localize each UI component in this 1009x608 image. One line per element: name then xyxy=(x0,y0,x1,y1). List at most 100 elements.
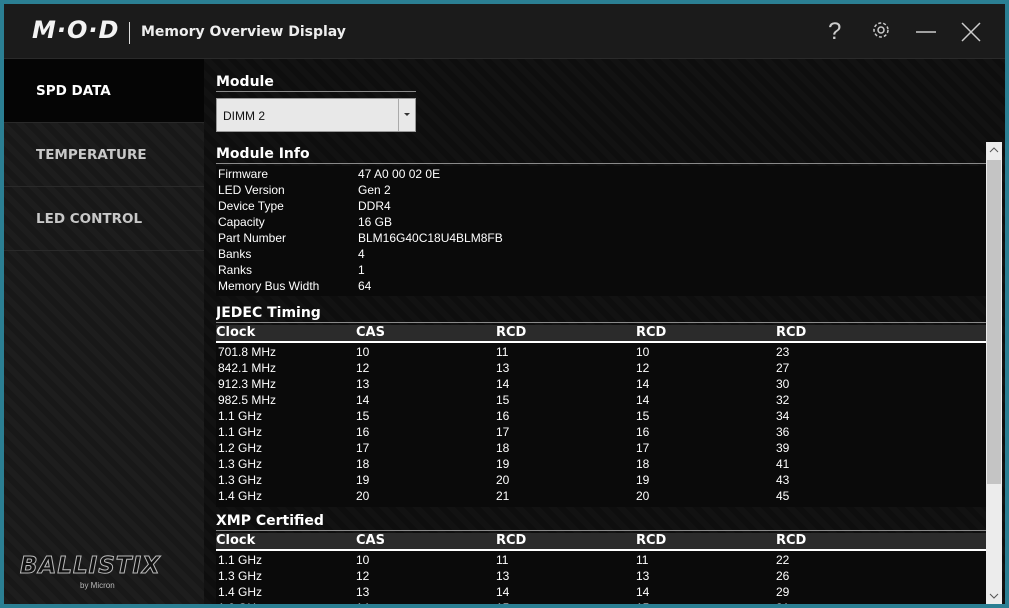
table-band xyxy=(216,343,986,507)
table-cell: 1.1 GHz xyxy=(218,409,263,423)
table-cell: 12 xyxy=(356,569,370,583)
module-dropdown[interactable]: DIMM 2 xyxy=(216,98,416,132)
table-cell: 20 xyxy=(496,473,510,487)
table-cell: 10 xyxy=(356,345,370,359)
help-button[interactable]: ? xyxy=(828,18,842,45)
table-cell: 17 xyxy=(636,441,650,455)
dropdown-button[interactable] xyxy=(398,99,415,131)
column-header: RCD xyxy=(496,533,527,548)
settings-button[interactable] xyxy=(870,19,892,41)
table-cell: 31 xyxy=(776,601,789,604)
table-cell: 11 xyxy=(496,345,509,359)
scroll-up[interactable] xyxy=(986,142,1002,158)
table-cell: 16 xyxy=(356,425,370,439)
table-cell: 15 xyxy=(496,601,509,604)
app-title: Memory Overview Display xyxy=(141,24,346,40)
section-title: JEDEC Timing xyxy=(216,305,321,321)
table-cell: 16 xyxy=(496,409,510,423)
main-panel: Module DIMM 2 Module Info Firmware 47 A0 0… xyxy=(204,59,1005,604)
brand-sub: by Micron xyxy=(80,581,115,590)
info-value: 16 GB xyxy=(358,215,393,229)
table-cell: 19 xyxy=(636,473,650,487)
table-cell: 14 xyxy=(496,585,510,599)
info-value: 64 xyxy=(358,279,372,293)
table-cell: 1.4 GHz xyxy=(218,585,263,599)
info-value: 1 xyxy=(358,263,365,277)
column-header: RCD xyxy=(636,533,667,548)
nav-item[interactable]: LED CONTROL xyxy=(4,187,204,251)
table-cell: 11 xyxy=(496,553,509,567)
table-cell: 1.4 GHz xyxy=(218,489,263,503)
nav-label: TEMPERATURE xyxy=(36,147,147,163)
table-cell: 15 xyxy=(636,601,649,604)
table-cell: 23 xyxy=(776,345,790,359)
table-cell: 19 xyxy=(356,473,370,487)
table-cell: 13 xyxy=(356,585,370,599)
info-key: Part Number xyxy=(218,231,287,245)
table-cell: 10 xyxy=(356,553,370,567)
table-cell: 20 xyxy=(636,489,650,503)
scrollbar[interactable] xyxy=(986,142,1002,604)
table-cell: 11 xyxy=(636,553,649,567)
table-cell: 29 xyxy=(776,585,790,599)
table-cell: 30 xyxy=(776,377,790,391)
table-cell: 21 xyxy=(496,489,510,503)
close-button[interactable] xyxy=(959,20,983,44)
column-header: CAS xyxy=(356,325,385,340)
section-title: XMP Certified xyxy=(216,513,324,529)
scroll-down[interactable] xyxy=(986,588,1002,604)
table-cell: 27 xyxy=(776,361,790,375)
table-cell: 18 xyxy=(356,457,370,471)
module-label: Module xyxy=(216,74,274,90)
table-cell: 14 xyxy=(636,393,650,407)
column-header: RCD xyxy=(776,533,807,548)
table-cell: 1.1 GHz xyxy=(218,553,263,567)
table-cell: 982.5 MHz xyxy=(218,393,277,407)
brand-logo: BALLISTIX xyxy=(20,553,161,580)
info-key: Ranks xyxy=(218,263,253,277)
table-cell: 17 xyxy=(356,441,370,455)
column-header: Clock xyxy=(216,533,256,548)
column-header: RCD xyxy=(636,325,667,340)
table-cell: 12 xyxy=(636,361,650,375)
info-key: Capacity xyxy=(218,215,265,229)
logo: M·O·D xyxy=(32,16,120,44)
table-cell: 13 xyxy=(356,377,370,391)
table-cell: 1.2 GHz xyxy=(218,441,263,455)
table-cell: 16 xyxy=(636,425,650,439)
table-cell: 14 xyxy=(496,377,510,391)
nav-item[interactable]: TEMPERATURE xyxy=(4,123,204,187)
divider xyxy=(216,322,986,323)
table-cell: 45 xyxy=(776,489,790,503)
column-header: Clock xyxy=(216,325,256,340)
divider xyxy=(216,163,986,164)
table-cell: 14 xyxy=(636,585,650,599)
table-cell: 26 xyxy=(776,569,790,583)
scroll-thumb[interactable] xyxy=(987,160,1001,484)
table-cell: 34 xyxy=(776,409,790,423)
table-cell: 41 xyxy=(776,457,790,471)
table-band xyxy=(216,551,986,604)
table-cell: 14 xyxy=(356,601,369,604)
dropdown-value: DIMM 2 xyxy=(223,109,265,123)
table-cell: 22 xyxy=(776,553,790,567)
table-cell: 14 xyxy=(636,377,650,391)
table-cell: 1.1 GHz xyxy=(218,425,263,439)
info-value: BLM16G40C18U4BLM8FB xyxy=(358,231,503,245)
column-header: CAS xyxy=(356,533,385,548)
table-cell: 13 xyxy=(496,569,510,583)
separator xyxy=(129,22,130,44)
table-cell: 19 xyxy=(496,457,510,471)
table-cell: 701.8 MHz xyxy=(218,345,277,359)
table-cell: 13 xyxy=(496,361,510,375)
section-title: Module Info xyxy=(216,146,310,162)
info-key: Device Type xyxy=(218,199,284,213)
divider xyxy=(216,91,416,92)
minimize-button[interactable] xyxy=(914,20,938,44)
nav-label: SPD DATA xyxy=(36,83,111,99)
info-key: LED Version xyxy=(218,183,285,197)
nav-item[interactable]: SPD DATA xyxy=(4,59,204,123)
table-cell: 39 xyxy=(776,441,790,455)
